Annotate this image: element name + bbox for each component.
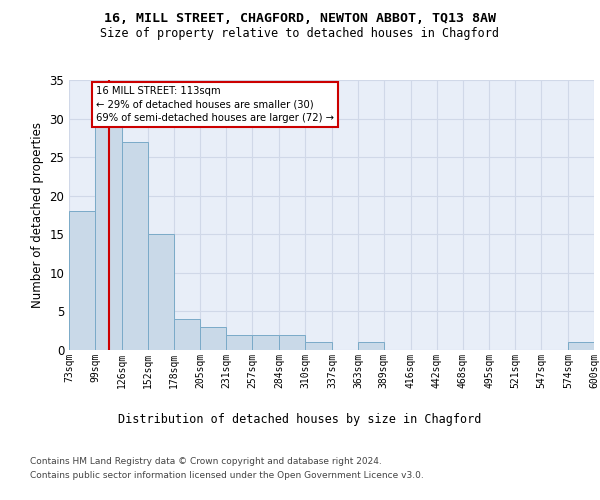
Text: 16, MILL STREET, CHAGFORD, NEWTON ABBOT, TQ13 8AW: 16, MILL STREET, CHAGFORD, NEWTON ABBOT,…: [104, 12, 496, 26]
Text: Size of property relative to detached houses in Chagford: Size of property relative to detached ho…: [101, 28, 499, 40]
Text: Distribution of detached houses by size in Chagford: Distribution of detached houses by size …: [118, 412, 482, 426]
Bar: [173, 319, 200, 350]
Bar: [226, 334, 253, 350]
Bar: [69, 211, 95, 350]
Bar: [279, 334, 305, 350]
Bar: [122, 142, 148, 350]
Bar: [253, 334, 279, 350]
Bar: [200, 327, 226, 350]
Y-axis label: Number of detached properties: Number of detached properties: [31, 122, 44, 308]
Bar: [95, 126, 122, 350]
Text: Contains public sector information licensed under the Open Government Licence v3: Contains public sector information licen…: [30, 471, 424, 480]
Bar: [148, 234, 173, 350]
Text: Contains HM Land Registry data © Crown copyright and database right 2024.: Contains HM Land Registry data © Crown c…: [30, 458, 382, 466]
Text: 16 MILL STREET: 113sqm
← 29% of detached houses are smaller (30)
69% of semi-det: 16 MILL STREET: 113sqm ← 29% of detached…: [96, 86, 334, 122]
Bar: [568, 342, 594, 350]
Bar: [305, 342, 332, 350]
Bar: [358, 342, 384, 350]
